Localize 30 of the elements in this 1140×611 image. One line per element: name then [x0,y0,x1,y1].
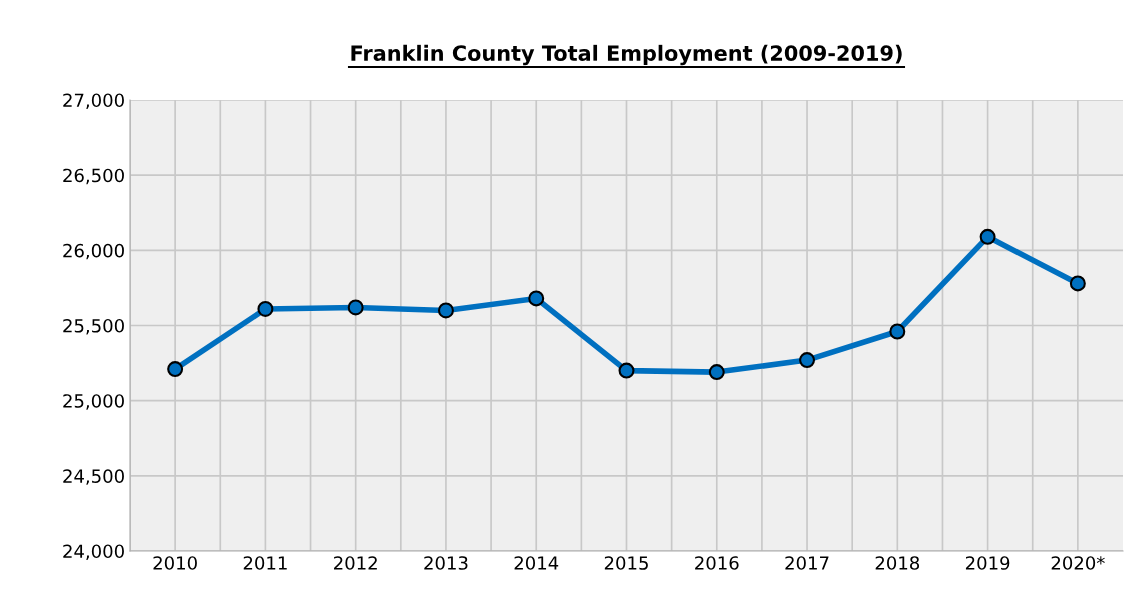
x-tick-label: 2010 [153,556,197,570]
y-tick-label: 27,000 [63,93,124,109]
x-tick-label: 2018 [875,556,920,570]
x-tick-label: 2019 [965,556,1010,570]
point [618,362,635,379]
x-tick-label: 2017 [785,556,829,570]
x-tick-label: 2013 [424,556,468,570]
point [979,228,996,245]
point [528,290,545,307]
x-tick-label: 2015 [604,556,648,570]
point [437,302,454,319]
x-tick-label: 2011 [243,556,287,570]
x-tick-label: 2016 [695,556,739,570]
y-tick-label: 25,500 [63,318,124,335]
point [167,361,184,378]
y-tick-label: 26,500 [63,168,124,185]
x-tick-label: 2020* [1051,556,1105,570]
y-tick-label: 24,500 [63,469,124,485]
y-tick-label: 24,000 [63,544,124,560]
point [1069,275,1086,292]
x-tick-label: 2014 [514,556,559,570]
y-tick-label: 26,000 [63,243,124,260]
y-tick-label: 25,000 [63,394,124,410]
chart-title: Franklin County Total Employment (2009-2019) [351,44,902,66]
x-tick-label: 2012 [334,556,377,570]
point [799,352,816,369]
point [347,299,364,316]
point [889,323,906,340]
point [708,364,725,381]
point [257,300,274,317]
